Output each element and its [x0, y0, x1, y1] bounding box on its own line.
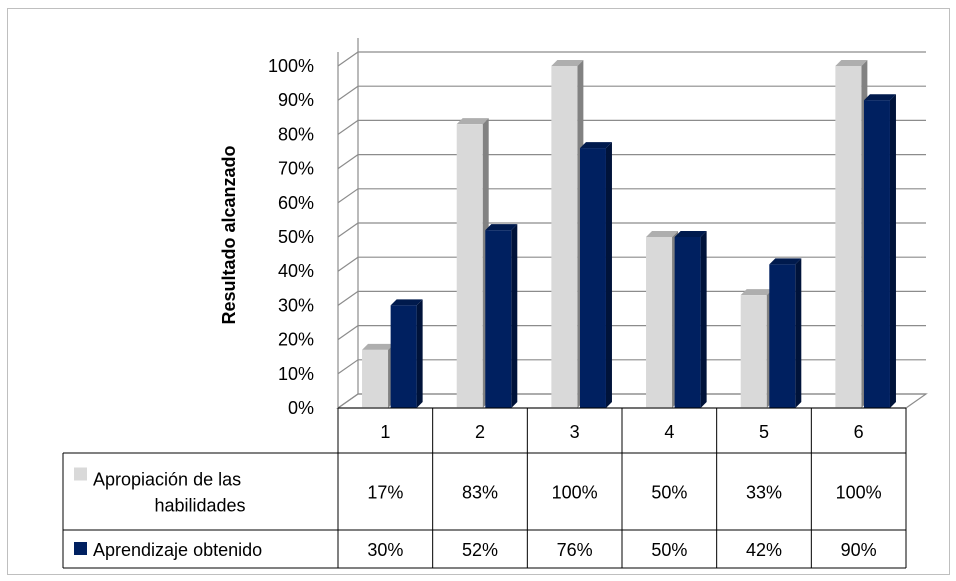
data-label: 100%: [836, 483, 882, 503]
legend-entry: Aprendizaje obtenido: [93, 540, 262, 560]
category-label: 1: [380, 422, 390, 442]
gridline: [337, 188, 926, 204]
bar: [769, 258, 802, 408]
bar-front: [551, 66, 578, 408]
bar: [551, 60, 584, 408]
bar: [740, 289, 773, 408]
gridline: [337, 290, 926, 306]
category-label: 4: [664, 422, 674, 442]
bar: [579, 142, 612, 408]
gridlines: [336, 38, 928, 409]
bar-front: [485, 230, 512, 408]
bar: [863, 94, 896, 408]
y-tick-label: 100%: [268, 56, 314, 76]
bar-side: [889, 94, 896, 408]
bar-front: [362, 349, 389, 408]
legend-entry: habilidades: [154, 496, 245, 516]
y-tick-label: 50%: [278, 227, 314, 247]
y-tick-label: 20%: [278, 330, 314, 350]
category-label: 5: [759, 422, 769, 442]
bar-top: [740, 289, 773, 296]
y-tick-label: 80%: [278, 124, 314, 144]
bar-front: [835, 66, 862, 408]
bar-top: [362, 343, 395, 350]
category-label: 3: [570, 422, 580, 442]
bar-top: [646, 231, 679, 237]
bar-front: [769, 264, 796, 408]
bar-side: [795, 258, 802, 408]
bar-top: [390, 299, 423, 306]
data-label: 42%: [746, 540, 782, 560]
data-label: 100%: [552, 483, 598, 503]
gridline: [337, 119, 926, 135]
data-label: 76%: [557, 540, 593, 560]
bar-side: [511, 224, 518, 408]
data-label: 90%: [841, 540, 877, 560]
bar-front: [863, 100, 890, 408]
bar-front: [390, 305, 417, 408]
category-label: 2: [475, 422, 485, 442]
bar: [646, 231, 679, 408]
bar-top: [863, 94, 896, 101]
gridline: [337, 359, 926, 375]
gridline: [337, 85, 926, 101]
bar-front: [456, 124, 483, 408]
data-label: 52%: [462, 540, 498, 560]
bar-side: [416, 299, 423, 408]
y-tick-label: 0%: [288, 398, 314, 418]
legend-key: [74, 467, 87, 481]
bar-front: [674, 237, 701, 408]
y-tick-label: 10%: [278, 364, 314, 384]
bar: [456, 118, 489, 408]
gridline: [337, 154, 926, 170]
bars: [362, 60, 896, 408]
bar-top: [835, 60, 868, 66]
gridline: [337, 222, 926, 238]
bar: [674, 231, 707, 408]
bar-top: [579, 142, 612, 149]
bar-top: [456, 118, 489, 125]
gridline: [337, 256, 926, 272]
legend-entry: Apropiación de las: [93, 470, 241, 490]
bar: [835, 60, 868, 408]
y-tick-label: 90%: [278, 90, 314, 110]
legend-key: [74, 542, 87, 555]
bar-front: [740, 295, 767, 408]
data-label: 50%: [651, 540, 687, 560]
data-label: 17%: [367, 483, 403, 503]
bar-side: [605, 142, 612, 408]
gridline: [337, 51, 926, 67]
gridline: [337, 325, 926, 341]
data-label: 30%: [367, 540, 403, 560]
y-tick-labels: 0% 10% 20% 30% 40% 50% 60% 70% 80% 90% 100%: [268, 56, 314, 418]
bar-top: [769, 258, 802, 265]
bar: [485, 224, 518, 408]
bar-front: [646, 237, 673, 408]
data-table: 1 2 3 4 5 6 Apropiación de las habilidades 17% 83…: [62, 407, 907, 569]
data-label: 50%: [651, 483, 687, 503]
bar: [362, 343, 395, 408]
bar-top: [551, 60, 584, 66]
data-label: 83%: [462, 483, 498, 503]
y-tick-label: 60%: [278, 193, 314, 213]
y-tick-label: 40%: [278, 261, 314, 281]
bar-side: [700, 231, 707, 408]
category-label: 6: [854, 422, 864, 442]
bar-top: [674, 231, 707, 237]
y-tick-label: 30%: [278, 295, 314, 315]
y-tick-label: 70%: [278, 159, 314, 179]
bar-front: [579, 148, 606, 408]
bar: [390, 299, 423, 408]
data-label: 33%: [746, 483, 782, 503]
bar-top: [485, 224, 518, 231]
y-axis-label: Resultado alcanzado: [219, 145, 239, 324]
